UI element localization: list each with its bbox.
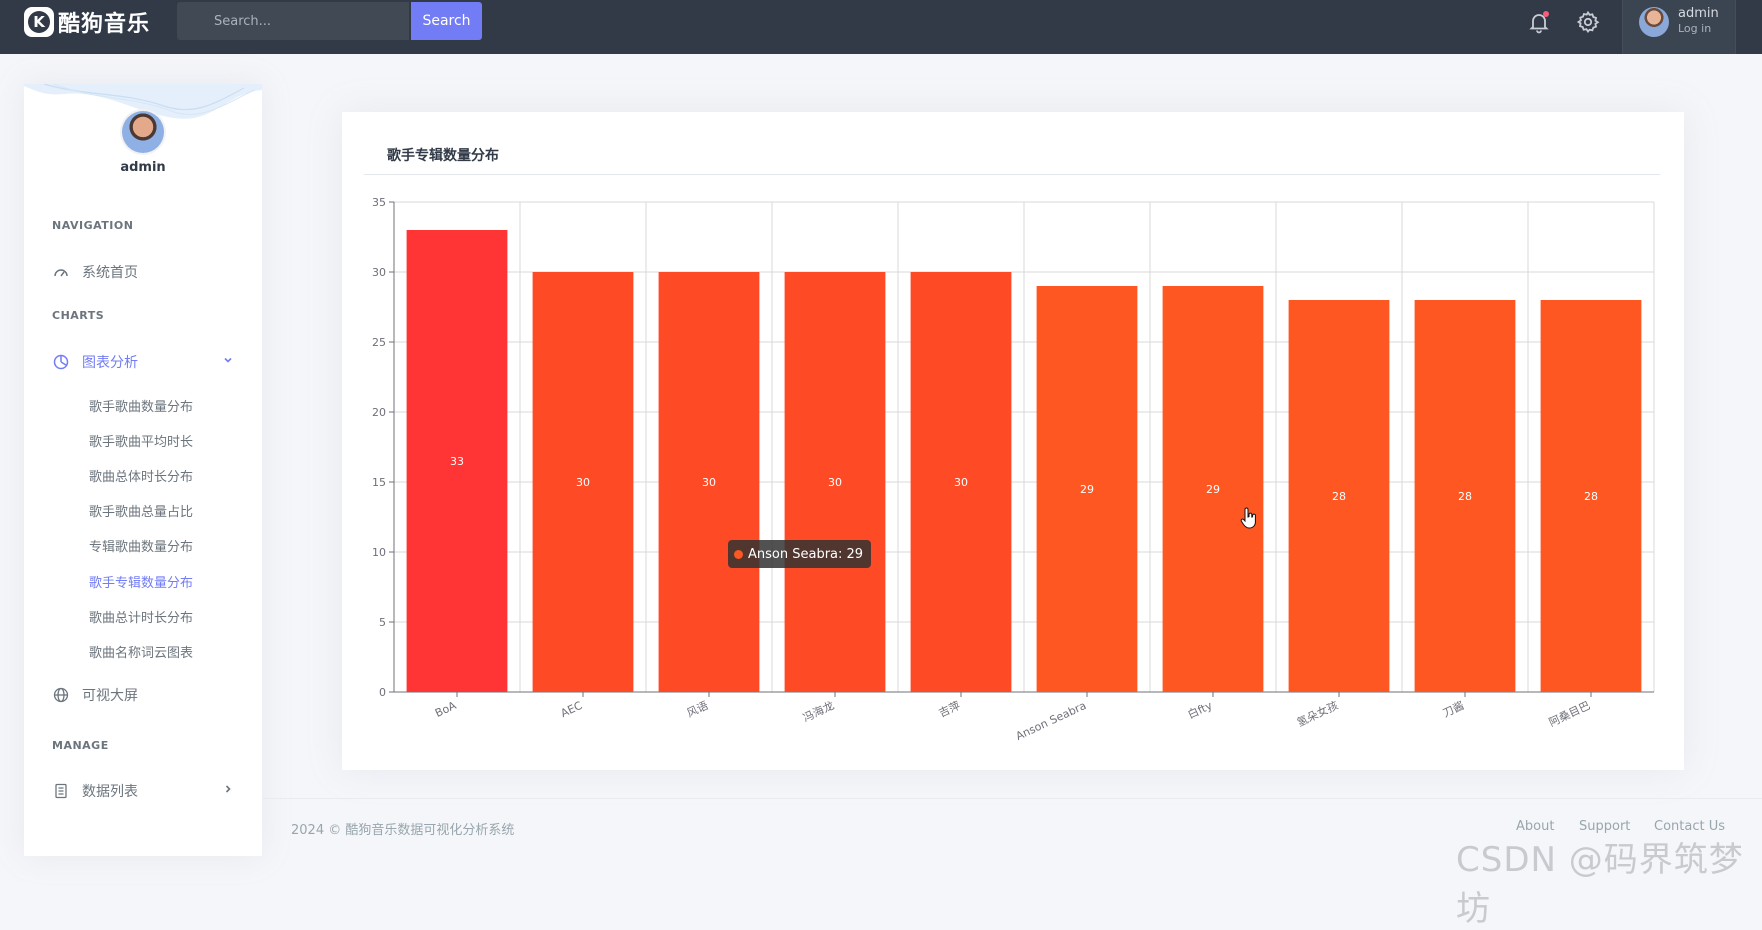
x-tick-label: 冯海龙	[800, 698, 836, 725]
sidebar-item-analysis[interactable]: 图表分析	[52, 350, 242, 374]
kugou-logo-icon: K	[24, 7, 54, 37]
y-tick-label: 25	[372, 336, 386, 349]
document-list-icon	[52, 782, 70, 800]
footer-divider	[262, 798, 1762, 799]
sidebar-item-datalist[interactable]: 数据列表	[52, 779, 242, 803]
chart-bar	[406, 230, 508, 692]
footer-link-support[interactable]: Support	[1579, 819, 1631, 834]
section-navigation: NAVIGATION	[52, 219, 134, 232]
sidebar: admin NAVIGATION 系统首页 CHARTS 图表分析 歌手歌曲数量…	[24, 84, 262, 856]
sidebar-wave-decoration	[24, 84, 262, 119]
card-divider	[364, 174, 1660, 175]
bar-value-label: 28	[1332, 490, 1346, 503]
user-menu[interactable]: admin Log in	[1622, 0, 1736, 54]
y-tick-label: 35	[372, 196, 386, 209]
chart-bar	[658, 272, 760, 692]
watermark-text: CSDN @码界筑梦坊	[1456, 840, 1744, 929]
bar-value-label: 30	[954, 476, 968, 489]
bar-value-label: 29	[1206, 483, 1220, 496]
x-tick-label: 刀酱	[1440, 698, 1466, 720]
sidebar-item-label: 系统首页	[82, 265, 138, 281]
settings-gear-icon[interactable]	[1576, 10, 1600, 34]
x-tick-label: BoA	[433, 699, 459, 720]
sidebar-subitem[interactable]: 歌手歌曲数量分布	[89, 400, 194, 415]
sidebar-item-label: 可视大屏	[82, 688, 138, 704]
sidebar-item-label: 数据列表	[82, 784, 138, 800]
chart-bar	[910, 272, 1012, 692]
notification-dot	[1543, 11, 1549, 17]
y-tick-label: 15	[372, 476, 386, 489]
x-tick-label: AEC	[559, 699, 585, 720]
user-name: admin	[1678, 6, 1719, 21]
y-tick-label: 10	[372, 546, 386, 559]
chart-bar	[784, 272, 886, 692]
tooltip-series-dot	[734, 549, 743, 559]
x-tick-label: 阿桑目巴	[1547, 699, 1592, 729]
chart-bar	[532, 272, 634, 692]
pie-chart-icon	[52, 353, 70, 371]
sidebar-item-label: 图表分析	[82, 355, 138, 371]
card-title: 歌手专辑数量分布	[387, 148, 499, 164]
sidebar-subitem[interactable]: 歌手歌曲平均时长	[89, 435, 194, 450]
bar-value-label: 33	[450, 455, 464, 468]
user-status: Log in	[1678, 22, 1712, 35]
bar-chart[interactable]: 0 5 10 15 20 25 30 35 33 BoA 30 AEC 30 风语 30 冯海龙 30 吉萍 29 A…	[342, 112, 1684, 770]
footer-copyright: 2024 © 酷狗音乐数据可视化分析系统	[291, 823, 515, 838]
globe-icon	[52, 686, 70, 704]
brand-name: 酷狗音乐	[58, 12, 151, 37]
bar-value-label: 29	[1080, 483, 1094, 496]
sidebar-avatar	[122, 111, 164, 153]
sidebar-subitem[interactable]: 专辑歌曲数量分布	[89, 540, 194, 555]
sidebar-item-home[interactable]: 系统首页	[52, 260, 242, 284]
sidebar-subitem[interactable]: 歌曲总体时长分布	[89, 470, 194, 485]
chevron-down-icon	[222, 354, 234, 370]
chart-tooltip: Anson Seabra: 29	[728, 540, 872, 568]
x-tick-label: 白fty	[1185, 698, 1214, 722]
sidebar-subitem[interactable]: 歌曲总计时长分布	[89, 611, 194, 626]
sidebar-username: admin	[120, 160, 166, 175]
notification-bell-icon[interactable]	[1527, 10, 1551, 34]
bar-value-label: 28	[1584, 490, 1598, 503]
y-tick-label: 20	[372, 406, 386, 419]
chart-bar	[1540, 300, 1642, 692]
x-tick-label: 吉萍	[937, 699, 962, 720]
y-tick-label: 30	[372, 266, 386, 279]
bar-value-label: 30	[576, 476, 590, 489]
y-tick-label: 5	[379, 616, 386, 629]
chart-bar	[1162, 286, 1264, 692]
x-tick-label: Anson Seabra	[1014, 699, 1089, 743]
chevron-right-icon	[222, 783, 234, 799]
search-input[interactable]	[177, 2, 409, 40]
section-manage: MANAGE	[52, 739, 109, 752]
chart-bar	[1288, 300, 1390, 692]
footer-link-about[interactable]: About	[1516, 819, 1555, 834]
sidebar-subitem[interactable]: 歌手歌曲总量占比	[89, 505, 194, 520]
bar-value-label: 30	[828, 476, 842, 489]
tooltip-label: Anson Seabra: 29	[748, 546, 864, 562]
bar-value-label: 28	[1458, 490, 1472, 503]
sidebar-item-bigscreen[interactable]: 可视大屏	[52, 683, 242, 707]
bar-value-label: 30	[702, 476, 716, 489]
x-tick-label: 风语	[685, 699, 710, 720]
x-tick-label: 氢朵女孩	[1294, 698, 1340, 729]
chart-bar	[1036, 286, 1138, 692]
section-charts: CHARTS	[52, 309, 105, 322]
sidebar-subitem-active[interactable]: 歌手专辑数量分布	[89, 576, 194, 591]
y-tick-label: 0	[379, 686, 386, 699]
hand-cursor-icon	[1240, 507, 1256, 529]
brand-logo[interactable]: K 酷狗音乐	[24, 6, 150, 38]
top-bar: K 酷狗音乐 Search admin Log in	[0, 0, 1762, 54]
sidebar-subitem[interactable]: 歌曲名称词云图表	[89, 646, 194, 661]
chart-card: 歌手专辑数量分布 0 5 10 15 20 25 30 35 33 BoA 30 AEC 30 风语 30 冯…	[342, 112, 1684, 770]
search-button[interactable]: Search	[411, 2, 482, 40]
footer-link-contact[interactable]: Contact Us	[1654, 819, 1725, 834]
chart-bar	[1414, 300, 1516, 692]
speedometer-icon	[52, 263, 70, 281]
avatar	[1639, 7, 1669, 37]
